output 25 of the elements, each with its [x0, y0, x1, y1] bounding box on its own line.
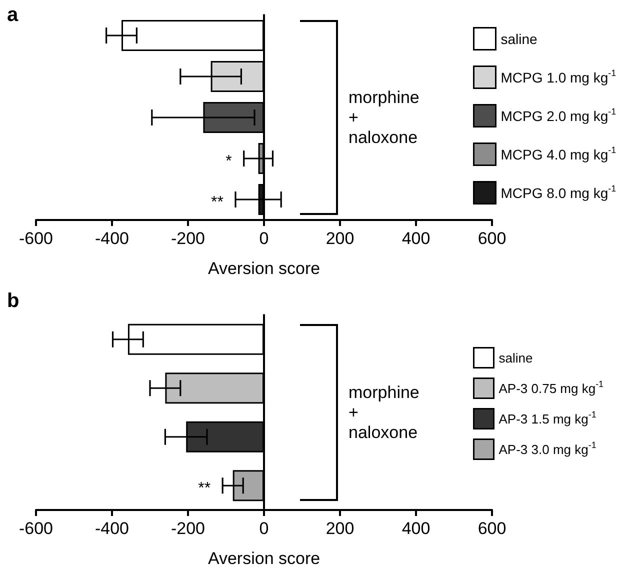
x-tick-label: 200: [326, 519, 354, 538]
x-tick-label: 0: [259, 229, 269, 248]
legend-label: saline: [498, 350, 533, 366]
x-axis-title: Aversion score: [208, 549, 320, 568]
x-tick-label: 200: [326, 229, 354, 248]
x-tick-label: 0: [259, 519, 269, 538]
data-label: *: [226, 153, 232, 170]
x-tick-label: 600: [478, 519, 506, 538]
x-axis-title: Aversion score: [208, 259, 320, 278]
x-tick-label: -400: [94, 519, 130, 538]
x-tick-label: 400: [402, 229, 430, 248]
x-tick-label: -200: [170, 519, 206, 538]
annotation: morphine + naloxone: [348, 383, 420, 442]
x-tick-label: -600: [18, 229, 54, 248]
chart-title: a: [7, 4, 19, 26]
annotation: morphine + naloxone: [348, 88, 420, 147]
chart-title: b: [7, 290, 20, 312]
x-tick-label: -600: [18, 519, 54, 538]
x-tick-label: 600: [478, 229, 506, 248]
data-label: **: [198, 480, 211, 498]
x-tick-label: -200: [170, 229, 206, 248]
x-tick-label: 400: [402, 519, 430, 538]
legend-label: saline: [500, 30, 538, 47]
x-tick-label: -400: [94, 229, 130, 248]
data-label: **: [211, 194, 224, 211]
